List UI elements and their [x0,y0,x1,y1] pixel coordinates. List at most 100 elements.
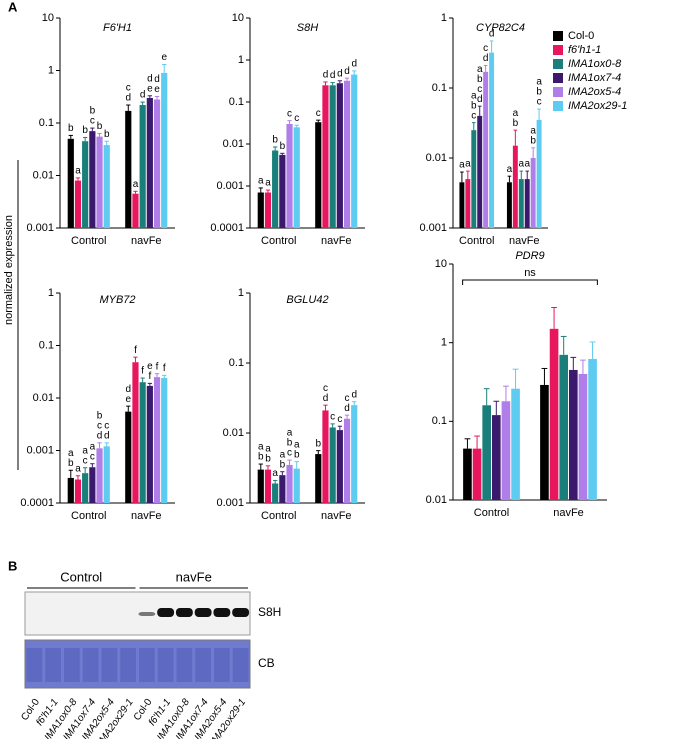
panel-label: B [8,558,17,573]
bar [74,180,82,228]
x-tick-label: navFe [131,510,162,522]
significance-letter: e [161,52,167,63]
significance-letter: b [272,135,278,146]
significance-letter: a [265,443,271,454]
significance-letter: c [287,108,292,119]
cb-lane [214,648,230,682]
significance-letter: e [147,83,153,94]
y-tick-label: 1 [441,337,447,349]
significance-letter: b [477,74,483,85]
bar [549,328,559,500]
bar [89,131,96,228]
bar [74,479,82,503]
legend-label: f6'h1-1 [568,44,601,56]
group-label: navFe [176,569,212,584]
significance-letter: c [337,414,342,425]
bar [489,52,495,229]
bar [82,473,89,503]
significance-bracket [462,279,598,285]
bar [272,483,279,503]
x-tick-label: Control [71,235,106,247]
significance-letter: e [126,394,132,405]
significance-letter: d [323,393,329,404]
significance-letter: c [294,113,299,124]
bar [315,454,322,503]
chart-title: S8H [297,22,318,34]
bar [506,182,512,228]
significance-letter: c [83,455,88,466]
significance-letter: c [330,412,335,423]
bar [125,411,132,503]
bar [153,377,161,503]
bar [264,192,272,228]
bar [89,467,96,503]
bar [132,193,139,228]
cb-lane [232,648,249,682]
significance-letter: c [126,83,131,94]
significance-letter: b [265,453,271,464]
bar [322,410,329,503]
x-tick-label: Control [71,510,106,522]
significance-letter: d [344,403,350,414]
significance-letter: f [156,361,159,372]
y-tick-label: 0.1 [432,82,447,94]
cb-lane [139,648,155,682]
significance-letter: a [75,166,81,177]
y-tick-label: 1 [441,12,447,24]
significance-letter: d [489,29,495,40]
y-tick-label: 0.01 [33,169,54,181]
x-tick-label: navFe [321,235,352,247]
bar [477,115,483,228]
significance-letter: e [147,361,153,372]
bar [351,405,358,503]
band [138,612,156,616]
bar [559,354,568,500]
bar [512,145,518,228]
significance-letter: a [477,64,483,75]
significance-letter: b [530,135,536,146]
bar [343,418,351,503]
significance-letter: a [82,445,88,456]
significance-letter: c [316,108,321,119]
significance-letter: c [537,97,542,108]
band [175,608,193,617]
significance-letter: b [90,106,96,117]
y-tick-label: 0.01 [223,138,244,150]
y-tick-label: 0.1 [39,117,54,129]
significance-letter: a [287,428,293,439]
y-axis-label: normalized expression [3,215,15,325]
cb-lane [176,648,193,682]
x-tick-label: Control [459,235,494,247]
significance-letter: c [471,110,476,121]
significance-letter: b [294,449,300,460]
cb-lane [101,648,118,682]
bar [329,427,336,503]
bar [463,448,472,500]
significance-letter: a [459,160,465,171]
y-tick-label: 0.1 [229,357,244,369]
bar [336,430,343,503]
bar [103,446,110,503]
y-tick-label: 0.1 [229,96,244,108]
significance-letter: b [280,141,286,152]
bar [286,464,293,503]
significance-letter: a [294,439,300,450]
bar [540,384,549,500]
y-tick-label: 0.001 [26,444,54,456]
cb-lane [45,648,61,682]
chart-title: CYP82C4 [476,22,525,34]
bar [465,179,471,228]
bar [286,123,293,228]
bar [329,85,336,228]
significance-letter: a [519,159,525,170]
significance-letter: b [316,438,322,449]
y-tick-label: 1 [238,54,244,66]
bar [492,415,501,500]
legend-swatch [553,31,563,41]
significance-letter: d [147,73,153,84]
bar [96,448,103,503]
cb-lane [64,648,80,682]
y-tick-label: 0.001 [26,222,54,234]
bar [483,71,489,228]
significance-letter: a [536,77,542,88]
